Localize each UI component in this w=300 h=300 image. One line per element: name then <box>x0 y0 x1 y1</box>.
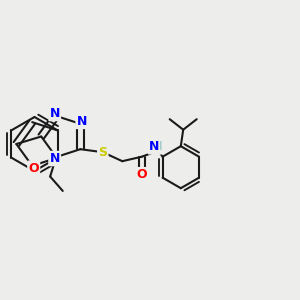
Text: S: S <box>98 146 107 159</box>
Text: N: N <box>50 107 60 120</box>
Text: N: N <box>50 152 60 165</box>
Text: H: H <box>152 140 163 153</box>
Text: O: O <box>28 162 39 175</box>
Text: N: N <box>149 140 159 153</box>
Text: O: O <box>136 168 147 181</box>
Text: N: N <box>76 115 87 128</box>
